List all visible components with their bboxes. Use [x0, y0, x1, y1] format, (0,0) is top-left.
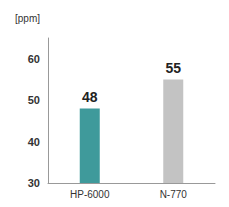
svg-text:[ppm]: [ppm]: [15, 13, 40, 24]
svg-text:48: 48: [82, 89, 98, 105]
svg-text:N-770: N-770: [160, 189, 188, 200]
svg-text:55: 55: [165, 60, 181, 76]
svg-text:30: 30: [28, 177, 40, 189]
svg-text:60: 60: [28, 53, 40, 65]
svg-text:50: 50: [28, 94, 40, 106]
svg-text:40: 40: [28, 136, 40, 148]
svg-text:HP-6000: HP-6000: [70, 189, 110, 200]
